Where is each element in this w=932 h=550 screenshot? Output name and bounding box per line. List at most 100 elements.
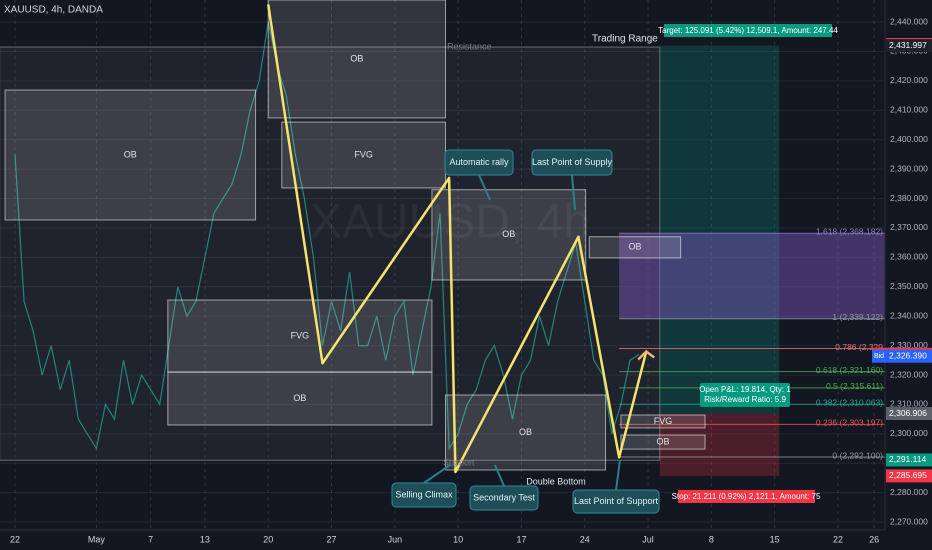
y-tick-label: 2,370.000 (890, 222, 928, 232)
callout-label: Automatic rally (449, 157, 509, 167)
note: Resistance (447, 41, 492, 51)
callout-box (531, 149, 613, 176)
x-tick-label: Jul (642, 534, 654, 544)
callout-pointer (478, 174, 491, 201)
y-tick-label: 2,350.000 (890, 281, 928, 291)
price-tag-label: 2,326.390 (889, 350, 927, 360)
target-text: Target: 125.091 (5.42%) 12,509.1, Amount… (658, 26, 838, 35)
y-tick-label: 2,340.000 (890, 310, 928, 320)
x-tick-label: 10 (453, 534, 463, 544)
zone-label: FVG (291, 330, 310, 340)
price-tag-label: 2,285.695 (889, 470, 927, 480)
target-zone (659, 45, 780, 414)
price-line (14, 21, 640, 451)
stop-text: Stop: 21.211 (0.92%) 2,121.1, Amount: 75 (672, 492, 821, 501)
note: Support (443, 457, 475, 467)
zone (267, 0, 446, 119)
zone-label: OB (350, 53, 363, 63)
callout-label: Last Point of Support (574, 496, 659, 506)
zone (167, 371, 433, 426)
price-tag (886, 349, 932, 363)
zone-label: OB (656, 436, 669, 446)
x-tick-label: 8 (709, 534, 714, 544)
note: Double Bottom (526, 476, 586, 486)
fib-label: 0 (2,292.100) (832, 450, 883, 460)
y-tick-label: 2,360.000 (890, 252, 928, 262)
fib-label: 0.786 (2,329 (835, 342, 883, 352)
trading-range (0, 46, 661, 461)
y-tick-label: 2,270.000 (890, 516, 928, 526)
fib-label: 1.618 (2,368.182) (816, 227, 883, 237)
time-axis (0, 530, 932, 550)
zone (431, 189, 587, 281)
x-tick-label: May (88, 534, 106, 544)
zone (620, 414, 706, 429)
zone-label: OB (124, 149, 137, 159)
fib-label: 1 (2,339.122) (832, 312, 883, 322)
x-tick-label: 17 (516, 534, 526, 544)
callout-label: Secondary Test (473, 492, 535, 502)
zone (444, 394, 607, 471)
y-tick-label: 2,320.000 (890, 369, 928, 379)
zone-label: FVG (654, 416, 673, 426)
y-tick-label: 2,400.000 (890, 134, 928, 144)
price-tag-label: 2,291.114 (889, 454, 926, 464)
y-tick-label: 2,300.000 (890, 428, 928, 438)
zone (620, 434, 706, 450)
x-tick-label: 20 (263, 534, 273, 544)
y-tick-label: 2,380.000 (890, 193, 928, 203)
y-tick-label: 2,440.000 (890, 16, 928, 26)
x-tick-label: 7 (148, 534, 153, 544)
callout-box (444, 149, 514, 176)
zone-label: OB (502, 229, 515, 239)
fib-zone (619, 233, 885, 319)
callout-pointer (423, 464, 451, 484)
x-tick-label: 15 (770, 534, 780, 544)
zone (167, 299, 433, 373)
price-tag-label: 2,431.997 (889, 40, 927, 50)
x-tick-label: 13 (200, 534, 210, 544)
zone-label: OB (293, 393, 306, 403)
x-tick-label: 24 (580, 534, 590, 544)
zone-label: OB (628, 242, 641, 252)
price-tag-name-box (872, 349, 886, 363)
callout-label: Selling Climax (395, 489, 453, 499)
price-tag-name: Bid (874, 353, 884, 360)
fib-label: 0.5 (2,315.611) (826, 381, 883, 391)
zone-label: FVG (354, 149, 373, 159)
y-tick-label: 2,420.000 (890, 75, 928, 85)
price-tag-label: 2,306.906 (889, 408, 927, 418)
callout-box (469, 485, 539, 511)
x-tick-label: Jun (388, 534, 403, 544)
x-tick-label: 22 (833, 534, 843, 544)
x-tick-label: 26 (869, 534, 879, 544)
callout-box (391, 482, 457, 508)
pnl-box (700, 383, 790, 407)
callout-pointer (615, 459, 621, 491)
callout-box (572, 489, 660, 514)
price-tag (886, 407, 932, 421)
y-tick-label: 2,280.000 (890, 487, 928, 497)
zone (4, 89, 257, 221)
fib-label: 0.236 (2,303.197) (816, 418, 883, 428)
pnl-text: Risk/Reward Ratio: 5.9 (704, 395, 786, 404)
callout-label: Last Point of Supply (532, 157, 613, 167)
y-tick-label: 2,410.000 (890, 105, 928, 115)
fib-label: 0.382 (2,310.063) (816, 397, 883, 407)
chart-title: XAUUSD, 4h, DANDA (4, 5, 103, 16)
x-tick-label: 27 (327, 534, 337, 544)
callout-pointer (571, 174, 576, 211)
y-tick-label: 2,390.000 (890, 163, 928, 173)
price-tag (886, 453, 932, 467)
arrow-head (637, 349, 656, 361)
price-tag (886, 39, 932, 53)
fib-label: 0.618 (2,321.160) (816, 365, 883, 375)
zone-label: OB (519, 427, 532, 437)
target-box (664, 24, 832, 37)
callout-pointer (494, 464, 505, 487)
zone (588, 236, 682, 259)
zigzag (266, 4, 648, 474)
x-tick-label: 22 (10, 534, 20, 544)
